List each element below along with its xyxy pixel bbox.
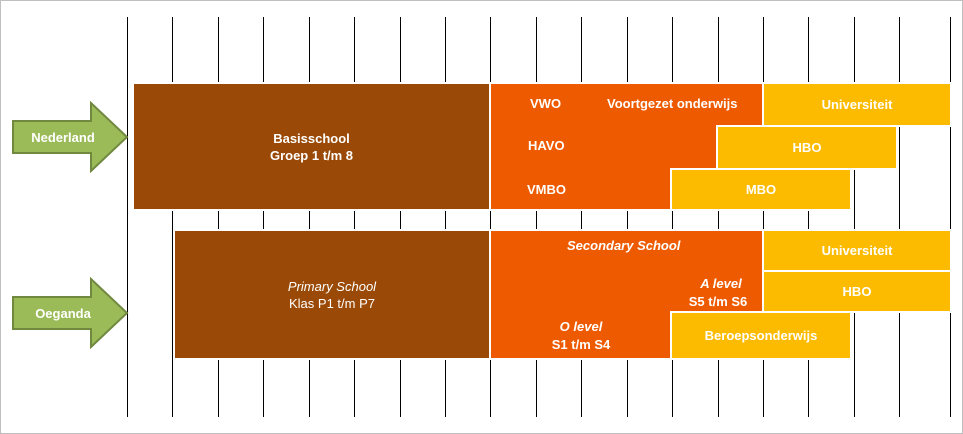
ug-primary-school-box: Primary School Klas P1 t/m P7: [173, 229, 491, 360]
grid-line: [899, 17, 900, 417]
ug-beroepsonderwijs-box: Beroepsonderwijs: [670, 311, 852, 360]
grid-line: [627, 17, 628, 417]
grid-line: [536, 17, 537, 417]
nl-basisschool-box: Basisschool Groep 1 t/m 8: [132, 82, 491, 211]
grid-line: [763, 17, 764, 417]
nl-universiteit-box: Universiteit: [762, 82, 952, 127]
nl-vwo-label: VWO: [530, 96, 562, 111]
ug-primary-school-title: Primary School: [287, 278, 377, 294]
grid-line: [309, 17, 310, 417]
ug-secondary-school-label: Secondary School: [567, 238, 681, 253]
ug-beroepsonderwijs-label: Beroepsonderwijs: [704, 328, 818, 343]
grid-line: [263, 17, 264, 417]
nl-basisschool-groups: Groep 1 t/m 8: [269, 147, 354, 163]
grid-line: [718, 17, 719, 417]
nl-mbo-label: MBO: [745, 182, 777, 197]
grid-line: [445, 17, 446, 417]
ug-primary-school-classes: Klas P1 t/m P7: [289, 295, 375, 311]
grid-line: [808, 17, 809, 417]
grid-line: [490, 17, 491, 417]
country-label-oeganda: Oeganda: [35, 305, 91, 321]
arrow-oeganda: Oeganda: [11, 277, 129, 349]
ug-a-level-classes: S5 t/m S6: [688, 294, 748, 309]
grid-line: [127, 17, 128, 417]
grid-line: [218, 17, 219, 417]
arrow-right-icon: [12, 277, 129, 349]
arrow-nederland: Nederland: [11, 101, 129, 173]
ug-universiteit-label: Universiteit: [821, 243, 893, 258]
grid-line: [950, 17, 951, 417]
country-label-nederland: Nederland: [31, 129, 95, 145]
grid-line: [354, 17, 355, 417]
nl-voortgezet-label: Voortgezet onderwijs: [607, 96, 738, 111]
ug-o-level-label: O level: [559, 319, 603, 334]
grid-line: [400, 17, 401, 417]
nl-mbo-box: MBO: [670, 168, 852, 211]
nl-hbo-box: HBO: [716, 125, 898, 170]
grid-line: [672, 17, 673, 417]
arrow-right-icon: [12, 101, 129, 173]
ug-hbo-box: HBO: [762, 270, 952, 313]
nl-vmbo-label: VMBO: [527, 182, 566, 197]
grid-line: [581, 17, 582, 417]
nl-universiteit-label: Universiteit: [821, 97, 893, 112]
ug-universiteit-box: Universiteit: [762, 229, 952, 272]
nl-basisschool-title: Basisschool: [273, 130, 350, 146]
grid-line: [854, 17, 855, 417]
grid-line: [172, 17, 173, 417]
nl-havo-label: HAVO: [528, 138, 565, 153]
nl-hbo-label: HBO: [792, 140, 822, 155]
ug-a-level-label: A level: [700, 276, 742, 291]
ug-o-level-classes: S1 t/m S4: [551, 337, 611, 352]
ug-hbo-label: HBO: [842, 284, 872, 299]
